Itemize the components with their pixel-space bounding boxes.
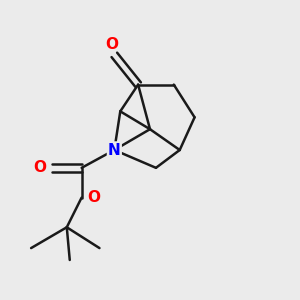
Text: O: O [88, 190, 100, 205]
Text: N: N [108, 142, 121, 158]
Text: O: O [33, 160, 46, 175]
Text: O: O [105, 37, 118, 52]
